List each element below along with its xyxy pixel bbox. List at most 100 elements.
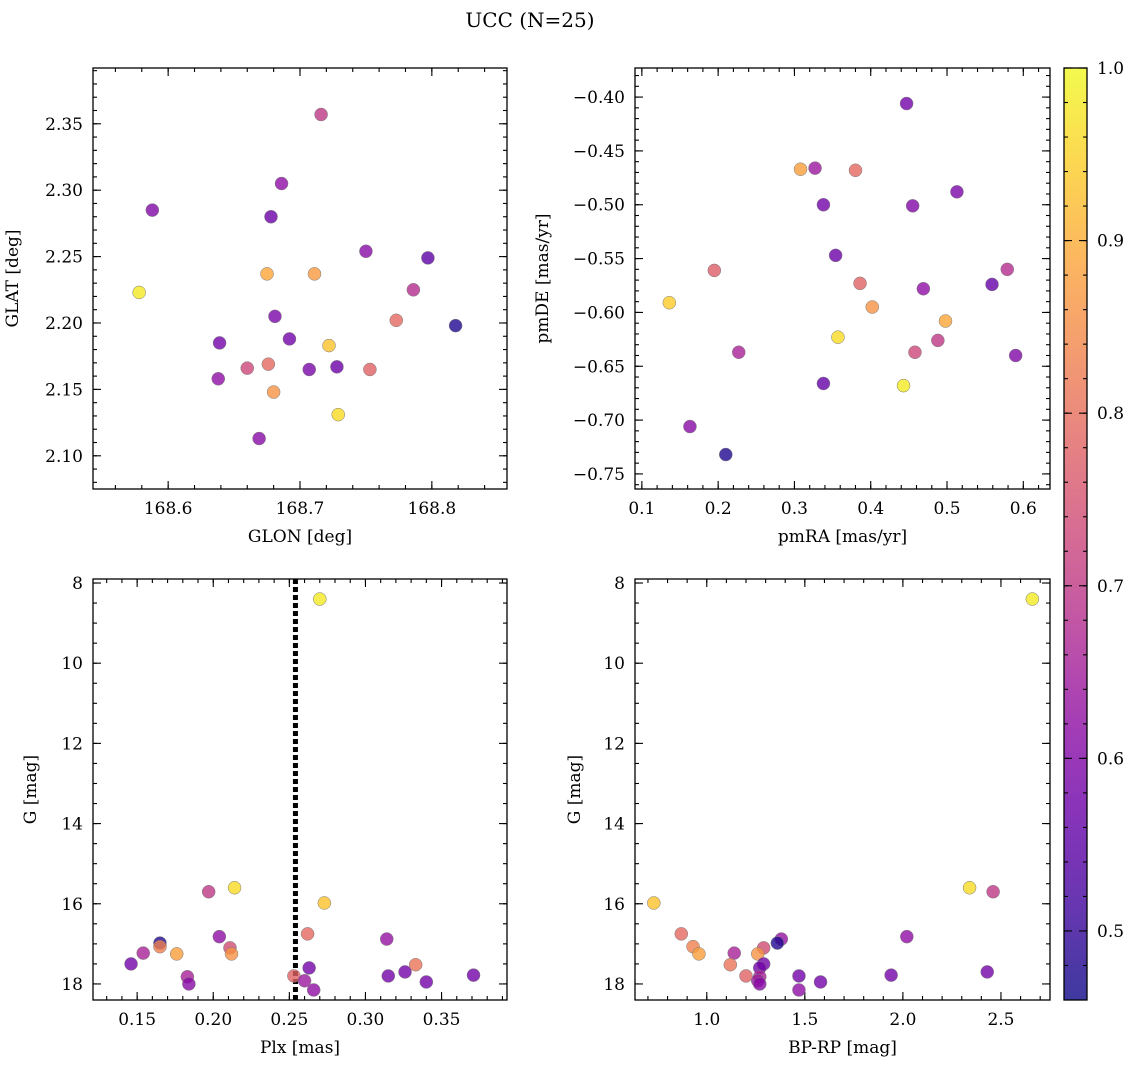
scatter-point: [419, 975, 434, 989]
scatter-point: [408, 957, 423, 972]
axes-frame: [92, 67, 508, 490]
x-tick-label: 0.2: [705, 499, 732, 519]
y-tick-label: 10: [61, 654, 83, 674]
y-tick-label: 16: [61, 895, 83, 915]
scatter-point: [793, 162, 808, 176]
x-tick-label: 0.6: [1010, 499, 1037, 519]
x-tick-label: 168.6: [144, 499, 193, 519]
scatter-point: [282, 332, 297, 346]
scatter-point: [692, 947, 706, 961]
y-tick-label: −0.55: [573, 250, 625, 270]
scatter-point: [359, 244, 373, 259]
x-axis-label: BP-RP [mag]: [788, 1038, 897, 1058]
y-tick-label: −0.70: [573, 411, 625, 431]
y-axis-label: pmDE [mas/yr]: [533, 213, 553, 343]
scatter-point: [322, 338, 336, 353]
scatter-point: [905, 199, 920, 213]
colorbar-tick-label: 1.0: [1097, 59, 1124, 79]
scatter-point: [389, 313, 403, 328]
y-tick-label: 12: [603, 734, 625, 754]
scatter-point: [739, 969, 753, 983]
colorbar-tick-label: 0.6: [1097, 749, 1124, 769]
x-axis-label: GLON [deg]: [248, 527, 352, 547]
y-tick-label: 2.35: [45, 115, 83, 135]
scatter-point: [816, 376, 831, 391]
scatter-point: [931, 333, 945, 348]
scatter-point: [330, 360, 344, 374]
y-tick-label: 10: [603, 654, 625, 674]
scatter-point: [302, 362, 316, 377]
axes-frame: [634, 67, 1051, 490]
scatter-point: [848, 163, 863, 178]
x-tick-label: 0.15: [118, 1010, 156, 1030]
x-tick-label: 0.5: [933, 499, 960, 519]
scatter-point: [302, 961, 316, 975]
scatter-point: [201, 884, 216, 899]
scatter-point: [662, 295, 677, 310]
y-axis-label: GLAT [deg]: [3, 229, 23, 327]
scatter-point: [732, 345, 746, 360]
scatter-point: [398, 965, 412, 979]
scatter-point: [896, 378, 911, 393]
scatter-point: [865, 300, 880, 314]
scatter-point: [707, 263, 722, 278]
colorbar-tick-label: 0.8: [1097, 404, 1124, 424]
x-tick-label: 0.3: [781, 499, 808, 519]
scatter-point: [145, 203, 160, 217]
x-tick-label: 0.35: [423, 1010, 461, 1030]
figure-title: UCC (N=25): [465, 8, 594, 32]
y-tick-label: 8: [72, 574, 83, 594]
y-tick-label: 2.30: [45, 181, 83, 201]
x-tick-label: 0.25: [270, 1010, 308, 1030]
scatter-point: [1025, 592, 1040, 606]
y-tick-label: −0.40: [573, 88, 625, 108]
scatter-point: [307, 267, 322, 281]
x-axis-label: Plx [mas]: [260, 1038, 340, 1058]
scatter-point: [962, 880, 977, 895]
scatter-point: [853, 276, 867, 291]
x-tick-label: 2.5: [987, 1010, 1014, 1030]
scatter-point: [770, 936, 785, 950]
scatter-point: [899, 96, 914, 111]
y-tick-label: 16: [603, 895, 625, 915]
y-axis-label: G [mag]: [565, 755, 585, 824]
y-tick-label: 14: [61, 815, 83, 835]
scatter-point: [751, 947, 765, 961]
scatter-point: [132, 285, 146, 300]
x-tick-label: 2.0: [889, 1010, 916, 1030]
scatter-point: [227, 880, 242, 895]
y-tick-label: 18: [603, 975, 625, 995]
scatter-point: [448, 318, 463, 333]
y-tick-label: 2.10: [45, 447, 83, 467]
scatter-point: [266, 385, 281, 399]
scatter-point: [264, 209, 278, 224]
scatter-point: [723, 957, 738, 972]
scatter-point: [813, 975, 828, 989]
scatter-point: [381, 969, 396, 983]
scatter-point: [124, 957, 138, 971]
colorbar-tick-label: 0.9: [1097, 232, 1124, 252]
panel-bprp-g: 1.0 1.5 2.0 2.5 8 10 12 14 16 18 BP-RP [mag] G [mag…: [565, 574, 1051, 1058]
y-tick-label: 2.15: [45, 380, 83, 400]
scatter-point: [727, 946, 741, 960]
scatter-point: [300, 927, 315, 941]
scatter-point: [182, 977, 196, 991]
y-tick-label: 12: [61, 734, 83, 754]
colorbar-fill: [1064, 68, 1087, 1000]
scatter-point: [268, 309, 282, 324]
scatter-point: [752, 977, 767, 991]
panel-pmra-pmde: 0.1 0.2 0.3 0.4 0.5 0.6 −0.40 −0.45 −0.50 −0.55 −0…: [533, 67, 1051, 547]
scatter-point: [317, 896, 332, 910]
panels: 168.6 168.7 168.8 2.10 2.15 2.20 2.25 2.30 2.35 G…: [3, 67, 1051, 1058]
scatter-point: [421, 251, 435, 265]
scatter-point: [792, 969, 806, 983]
scatter-point: [831, 330, 845, 344]
x-axis-label: pmRA [mas/yr]: [778, 527, 907, 547]
scatter-point: [380, 932, 394, 946]
panel-glon-glat: 168.6 168.7 168.8 2.10 2.15 2.20 2.25 2.30 2.35 G…: [3, 67, 508, 547]
scatter-point: [261, 357, 276, 371]
scatter-point: [331, 407, 345, 422]
x-tick-label: 168.7: [276, 499, 325, 519]
scatter-point: [211, 372, 226, 386]
